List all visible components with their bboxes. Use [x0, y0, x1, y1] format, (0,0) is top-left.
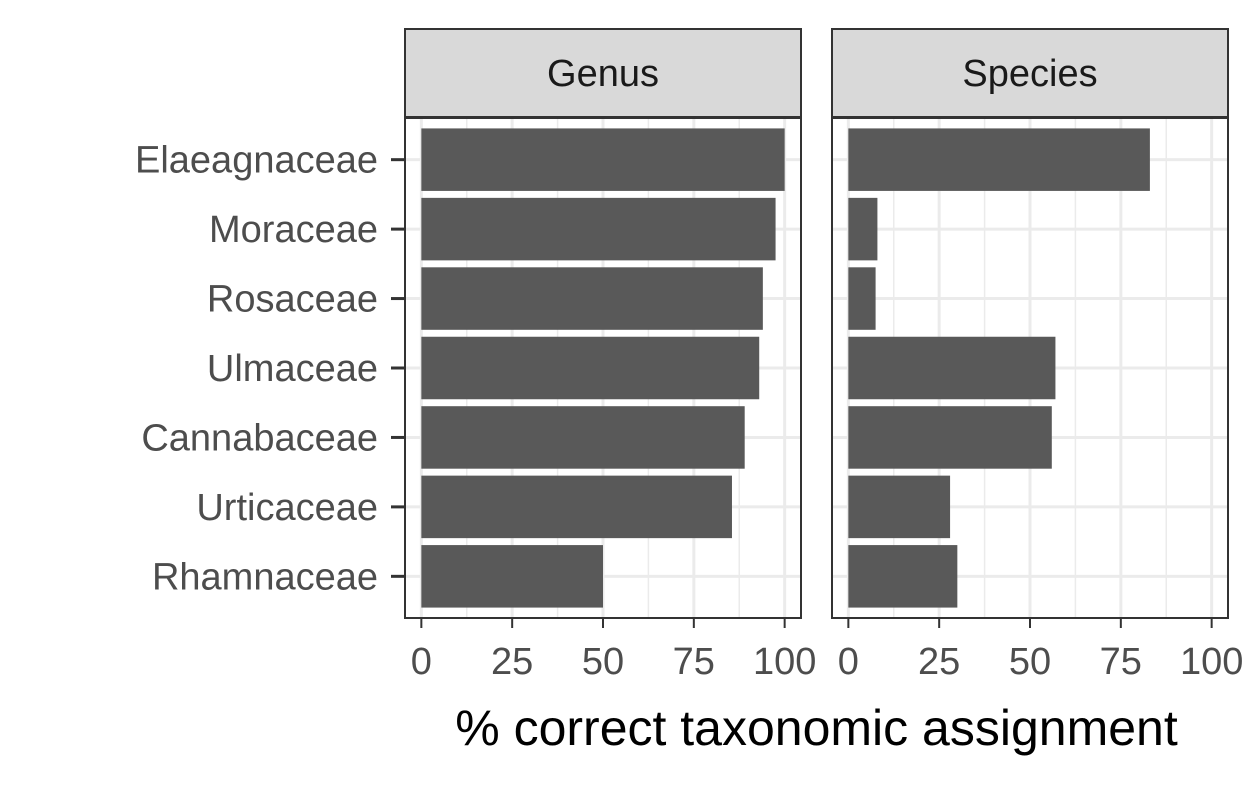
bar-species-rosaceae: [848, 267, 876, 330]
facet-panels: Genus 0 25 50 75 100 Species 0 25 50 75 100: [404, 28, 1243, 683]
bar-species-rhamnaceae: [848, 545, 958, 608]
x-tick-label: 25: [918, 641, 960, 683]
bar-genus-rhamnaceae: [421, 545, 603, 608]
x-tick-label: 50: [582, 641, 624, 683]
x-tick-label: 0: [838, 641, 859, 683]
bar-species-moraceae: [848, 197, 878, 261]
category-label-elaeagnaceae: Elaeagnaceae: [135, 140, 378, 182]
x-tick-label: 0: [411, 641, 432, 683]
bar-genus-moraceae: [421, 197, 776, 261]
panel-species: Species 0 25 50 75 100: [831, 28, 1243, 683]
bar-species-cannabaceae: [848, 406, 1052, 469]
bar-species-urticaceae: [848, 475, 951, 539]
bar-genus-urticaceae: [421, 475, 732, 539]
bar-genus-cannabaceae: [421, 406, 745, 469]
category-label-urticaceae: Urticaceae: [196, 487, 378, 529]
category-label-rosaceae: Rosaceae: [207, 279, 378, 321]
bar-species-ulmaceae: [848, 336, 1056, 400]
strip-species: [831, 28, 1229, 118]
bar-genus-elaeagnaceae: [421, 128, 785, 191]
x-tick-label: 25: [491, 641, 533, 683]
x-axis-title: % correct taxonomic assignment: [455, 700, 1178, 756]
category-label-ulmaceae: Ulmaceae: [207, 348, 378, 390]
bar-genus-rosaceae: [421, 267, 763, 330]
x-tick-label: 75: [1100, 641, 1142, 683]
strip-label-species: Species: [962, 53, 1097, 95]
strip-label-genus: Genus: [547, 53, 659, 95]
category-label-rhamnaceae: Rhamnaceae: [152, 556, 378, 598]
x-tick-label: 100: [753, 641, 816, 683]
panel-genus: Genus 0 25 50 75 100: [404, 28, 816, 683]
category-label-cannabaceae: Cannabaceae: [141, 417, 378, 459]
strip-genus: [404, 28, 802, 118]
x-tick-label: 100: [1180, 641, 1243, 683]
x-tick-label: 75: [673, 641, 715, 683]
x-tick-label: 50: [1009, 641, 1051, 683]
category-label-moraceae: Moraceae: [209, 209, 378, 251]
bar-species-elaeagnaceae: [848, 128, 1150, 191]
bar-genus-ulmaceae: [421, 336, 760, 400]
category-axis: Elaeagnaceae Moraceae Rosaceae Ulmaceae Cann…: [135, 140, 405, 598]
